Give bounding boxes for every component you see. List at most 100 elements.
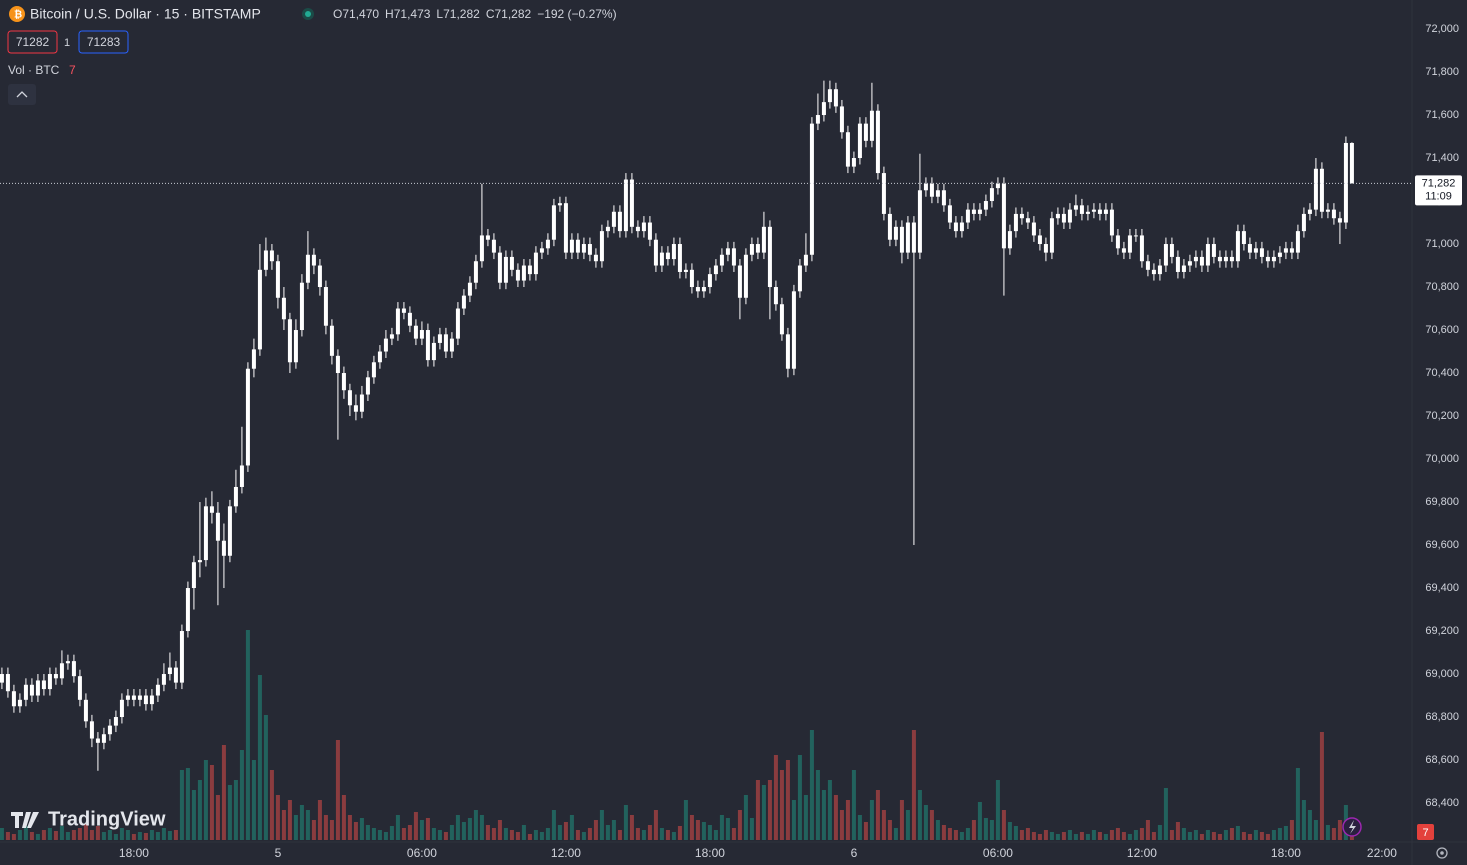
volume-bar <box>53 831 58 840</box>
candle-body <box>209 506 214 513</box>
candle-body <box>1259 248 1264 257</box>
candle-body <box>407 312 412 326</box>
candle-body <box>905 222 910 253</box>
volume-bar <box>581 832 586 840</box>
settings-button[interactable] <box>1436 847 1448 859</box>
candle-body <box>281 297 286 320</box>
candle-body <box>803 254 808 266</box>
volume-bar <box>923 805 928 840</box>
volume-bar <box>0 828 4 840</box>
ohlc-value: 71,470 <box>342 7 379 21</box>
candle-body <box>833 89 838 107</box>
volume-bar <box>251 760 256 840</box>
volume-bar <box>599 810 604 840</box>
candle-body <box>1193 256 1198 262</box>
candle-body <box>23 684 28 700</box>
volume-bar <box>227 785 232 840</box>
candle-body <box>719 254 724 266</box>
ohlc-letter: C <box>486 7 495 21</box>
volume-bar <box>845 800 850 840</box>
volume-bar <box>197 780 202 840</box>
volume-bar <box>617 830 622 840</box>
candle-body <box>875 110 880 174</box>
candle-body <box>935 190 940 197</box>
volume-bar <box>767 780 772 840</box>
settings-icon[interactable] <box>1440 851 1444 855</box>
candle-body <box>353 405 358 412</box>
volume-bar <box>41 830 46 840</box>
volume-bar <box>563 822 568 840</box>
volume-bar <box>485 825 490 840</box>
candle-body <box>437 334 442 343</box>
candle-body <box>725 248 730 255</box>
candle-body <box>839 106 844 133</box>
candle-body <box>1127 235 1132 253</box>
volume-bar <box>239 750 244 840</box>
candle-body <box>1253 248 1258 253</box>
candle-body <box>101 734 106 743</box>
volume-bar <box>1253 830 1258 840</box>
volume-bar <box>881 810 886 840</box>
candle-body <box>83 699 88 722</box>
candle-body <box>443 334 448 352</box>
candle-body <box>1205 244 1210 266</box>
x-tick-label: 12:00 <box>551 846 581 860</box>
y-tick-label: 69,000 <box>1425 668 1459 680</box>
collapse-button[interactable] <box>8 84 36 105</box>
candle-body <box>695 287 700 292</box>
volume-bar <box>1337 820 1342 840</box>
y-tick-label: 71,800 <box>1425 66 1459 78</box>
volume-bar <box>275 795 280 840</box>
candle-body <box>401 308 406 313</box>
volume-bar <box>335 740 340 840</box>
candle-body <box>1025 218 1030 223</box>
spread: 1 <box>64 37 70 49</box>
candle-body <box>197 560 202 563</box>
candle-body <box>1235 231 1240 262</box>
volume-bar <box>209 765 214 840</box>
candle-body <box>1337 218 1342 223</box>
collapse-icon[interactable] <box>16 91 28 98</box>
candle-body <box>149 695 154 705</box>
volume-bar <box>347 815 352 840</box>
volume-bar <box>1163 788 1168 840</box>
alert-icon[interactable] <box>1349 820 1356 834</box>
candle-body <box>557 203 562 206</box>
candle-body <box>425 330 430 361</box>
volume-bar <box>701 822 706 840</box>
candle-body <box>311 254 316 266</box>
candle-body <box>41 680 46 690</box>
candle-body <box>1163 244 1168 266</box>
candle-body <box>275 261 280 298</box>
volume-bar <box>1193 830 1198 840</box>
candle-body <box>983 201 988 210</box>
volume-bar <box>1181 828 1186 840</box>
candle-body <box>245 368 250 466</box>
plot <box>0 80 1412 840</box>
candle-body <box>1241 231 1246 245</box>
volume-bar <box>35 834 40 840</box>
buy-button[interactable] <box>78 30 129 54</box>
candle-body <box>1073 205 1078 210</box>
y-tick-label: 69,600 <box>1425 539 1459 551</box>
candle-body <box>1325 209 1330 212</box>
candle-body <box>305 254 310 283</box>
candle-body <box>35 680 40 696</box>
volume-bar <box>497 820 502 840</box>
volume-bar <box>521 825 526 840</box>
candle-body <box>929 183 934 197</box>
volume-bar <box>1079 832 1084 840</box>
volume-bar <box>281 810 286 840</box>
coin-icon <box>9 6 25 22</box>
sell-button[interactable] <box>7 30 58 54</box>
candle-body <box>707 274 712 288</box>
candle-body <box>173 667 178 683</box>
buy-price[interactable]: 71283 <box>87 35 121 49</box>
volume-bar <box>1187 832 1192 840</box>
candle-body <box>491 239 496 253</box>
sell-price[interactable]: 71282 <box>16 35 50 49</box>
candle-body <box>431 342 436 361</box>
candle-body <box>965 209 970 223</box>
candle-body <box>1007 231 1012 249</box>
